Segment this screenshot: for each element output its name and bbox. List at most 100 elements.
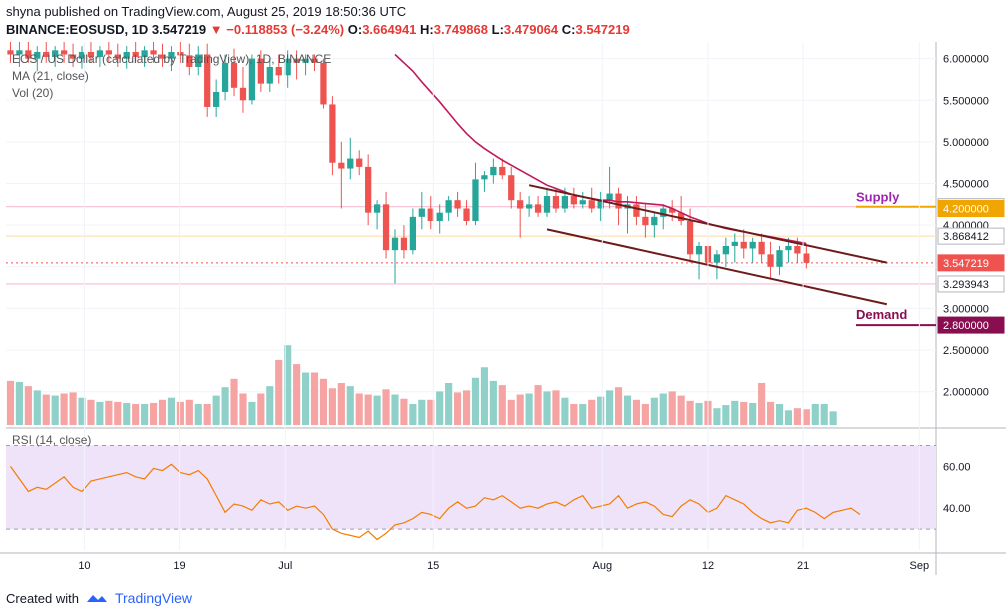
candle (499, 158, 506, 180)
volume-bar (60, 393, 68, 425)
x-tick-label: 12 (702, 560, 714, 572)
volume-bar (221, 387, 229, 425)
candle-body (347, 158, 354, 169)
volume-bar (293, 364, 301, 425)
y-tick-label: 3.000000 (943, 303, 989, 315)
candle-body (615, 193, 622, 209)
candle (749, 237, 756, 263)
candle (347, 137, 354, 180)
candle (427, 196, 434, 230)
volume-bar (400, 398, 408, 425)
candle-body (633, 204, 640, 217)
candle (570, 187, 577, 209)
x-tick-label: Jul (278, 560, 292, 572)
candle-body (239, 87, 247, 101)
volume-bar (337, 383, 345, 425)
volume-bar (51, 395, 59, 425)
close-label: C: (561, 22, 576, 37)
candle (722, 237, 729, 267)
volume-bar (248, 401, 256, 425)
candle-body (731, 241, 738, 246)
candle-body (722, 245, 729, 255)
candle (525, 196, 533, 217)
volume-bar (319, 378, 328, 425)
candle-body (525, 204, 533, 209)
candle-body (490, 166, 497, 176)
candle (69, 43, 77, 67)
tradingview-brand[interactable]: TradingView (114, 590, 193, 606)
y-tick-label: 2.500000 (943, 345, 989, 357)
volume-bar (158, 399, 167, 425)
candle-body (445, 200, 452, 213)
rsi-line (9, 463, 861, 541)
volume-bar (543, 391, 551, 425)
candle-body (60, 50, 68, 55)
candle-body (758, 241, 765, 255)
candle-body (257, 58, 264, 84)
candle-body (570, 196, 577, 205)
candle (776, 245, 783, 276)
volume-bar (230, 378, 238, 425)
author-link[interactable]: shyna (6, 4, 41, 19)
candle-body (195, 54, 202, 67)
candle (373, 200, 381, 230)
rsi-band (6, 445, 936, 530)
volume-bar (829, 411, 837, 425)
candle (695, 241, 703, 280)
volume-bar (364, 394, 372, 425)
price-label-box (937, 200, 1005, 218)
volume-bar (284, 345, 292, 425)
candle (177, 42, 184, 63)
volume-bar (141, 404, 149, 425)
candle-body (588, 200, 595, 209)
candle (579, 191, 586, 209)
candle-body (365, 166, 372, 213)
candle-body (52, 50, 59, 57)
volume-bar (686, 400, 694, 425)
candle (678, 196, 685, 226)
candle-body (356, 158, 363, 167)
candle (606, 166, 613, 209)
candle-body (382, 204, 390, 251)
candle-body (517, 200, 524, 209)
volume-bar (570, 404, 578, 425)
volume-bar (114, 401, 122, 425)
close-value: 3.547219 (575, 22, 630, 37)
candle (400, 225, 408, 259)
candle-body (740, 241, 747, 249)
candle (7, 42, 14, 63)
candle (141, 46, 148, 67)
candle-body (373, 204, 381, 213)
candle-body (16, 50, 23, 55)
volume-bar (6, 380, 15, 425)
candle-body (749, 241, 756, 249)
publish-text: published on TradingView.com, August 25,… (44, 4, 407, 19)
candle (87, 42, 95, 63)
candle-body (686, 221, 694, 255)
candle (239, 66, 247, 113)
candle-body (159, 54, 166, 59)
candle (365, 154, 372, 226)
volume-bar (632, 399, 641, 425)
candle-body (105, 50, 112, 55)
symbol-label[interactable]: BINANCE:EOSUSD, 1D (6, 22, 149, 37)
candle (16, 42, 23, 67)
candle (508, 166, 515, 209)
candle (132, 42, 139, 63)
candle-body (454, 200, 461, 209)
candle (543, 187, 551, 217)
candle-body (409, 216, 417, 251)
candle-body (87, 51, 95, 57)
volume-bar (489, 380, 497, 425)
last-price: 3.547219 (151, 22, 207, 37)
candle (615, 187, 622, 226)
candle-body (43, 51, 50, 57)
volume-bar (820, 404, 828, 425)
volume-bar (409, 404, 417, 425)
candle-body (472, 179, 479, 222)
candle-body (642, 216, 649, 226)
volume-bar (194, 404, 202, 425)
volume-bar (185, 399, 193, 425)
low-value: 3.479064 (503, 22, 559, 37)
